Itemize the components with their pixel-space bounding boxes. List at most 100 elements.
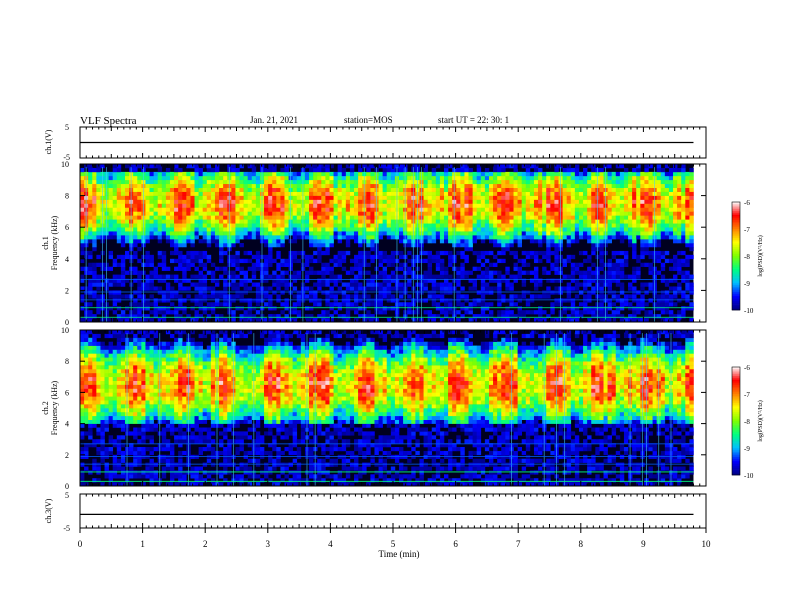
ch1-spectrogram-cell [362, 164, 367, 169]
ch1-spectrogram-cell [112, 231, 118, 236]
ch1-spectrogram-cell [358, 211, 363, 216]
ch1-spectrogram-cell [210, 223, 216, 228]
ch1-spectrogram-cell [88, 211, 93, 216]
ch1-spectrogram-cell [591, 314, 596, 319]
ch1-spectrogram-cell [96, 274, 101, 279]
ch1-spectrogram-cell [186, 266, 191, 271]
ch1-spectrogram-cell [227, 164, 232, 169]
ch1-spectrogram-cell [493, 235, 498, 240]
ch1-spectrogram-cell [476, 231, 482, 236]
ch1-spectrogram-cell [484, 290, 490, 295]
ch1-spectrogram-cell [578, 199, 584, 204]
ch1-spectrogram-cell [231, 175, 236, 181]
ch1-spectrogram-cell [517, 298, 523, 303]
ch1-spectrogram-cell [431, 175, 437, 181]
ch1-spectrogram-cell [214, 164, 220, 169]
ch1-spectrogram-cell [149, 179, 154, 185]
ch1-spectrogram-cell [124, 306, 130, 311]
ch1-spectrogram-cell [386, 195, 392, 200]
ch1-spectrogram-cell [153, 302, 159, 307]
ch1-spectrogram-cell [480, 207, 486, 212]
ch1-spectrogram-cell [488, 223, 494, 228]
ch1-spectrogram-cell [619, 227, 625, 232]
ch1-spectrogram-cell [313, 215, 318, 220]
ch1-spectrogram-cell [480, 314, 486, 319]
ch1-spectrogram-cell [317, 231, 322, 236]
ch1-spectrogram-cell [178, 167, 183, 173]
ch1-spectrogram-cell [190, 211, 195, 216]
ch1-spectrogram-cell [251, 199, 257, 204]
station-label: station=MOS [344, 115, 393, 125]
ch1-spectrogram-cell [660, 183, 666, 188]
ch1-spectrogram-cell [566, 179, 572, 185]
ch1-spectrogram-cell [161, 298, 167, 303]
ch1-spectrogram-cell [206, 223, 212, 228]
ch1-spectrogram-cell [390, 215, 396, 220]
ch1-spectrogram-cell [538, 179, 543, 185]
ch1-spectrogram-cell [198, 183, 203, 188]
ch1-spectrogram-cell [636, 211, 641, 216]
ch1-spectrogram-cell [668, 286, 674, 291]
ch1-spectrogram-cell [268, 274, 273, 279]
ch1-spectrogram-cell [677, 175, 682, 181]
ch1-spectrogram-cell [202, 254, 208, 260]
ch1-spectrogram-cell [517, 314, 523, 319]
ch1-spectrogram-cell [546, 227, 551, 232]
ch1-spectrogram-cell [378, 258, 383, 264]
ch1-spectrogram-cell [345, 191, 351, 196]
ch1-spectrogram-cell [689, 290, 694, 295]
ch1-spectrogram-cell [198, 191, 203, 196]
ch1-spectrogram-cell [554, 302, 559, 307]
ch1-spectrogram-cell [566, 290, 572, 295]
ch1-spectrogram-cell [476, 203, 482, 208]
ch1-spectrogram-cell [280, 258, 285, 264]
ch1-spectrogram-cell [546, 243, 551, 248]
ch1-spectrogram-cell [80, 195, 85, 200]
ch1-spectrogram-cell [484, 286, 490, 291]
ch1-spectrogram-cell [460, 266, 465, 271]
ch1-spectrogram-cell [313, 199, 318, 204]
ch1-spectrogram-cell [480, 239, 486, 244]
ch1-spectrogram-cell [484, 187, 490, 192]
ch1-spectrogram-cell [165, 207, 171, 212]
ch1-spectrogram-cell [247, 298, 253, 303]
ch1-spectrogram-cell [399, 171, 404, 177]
ch1-spectrogram-cell [570, 278, 576, 283]
ch1-spectrogram-cell [427, 179, 433, 185]
ch1-spectrogram-cell [161, 231, 167, 236]
ch1-spectrogram-cell [219, 207, 224, 212]
ch1-spectrogram-cell [562, 207, 567, 212]
ch1-spectrogram-cell [92, 215, 97, 220]
ch1-spectrogram-cell [169, 250, 175, 256]
ch1-spectrogram-cell [525, 298, 531, 303]
ch1-spectrogram-cell [239, 187, 244, 192]
ch1-spectrogram-cell [550, 203, 555, 208]
ch1-spectrogram-cell [546, 290, 551, 295]
ch1-spectrogram-cell [88, 199, 93, 204]
ch1-spectrogram-cell [611, 191, 617, 196]
ch1-spectrogram-cell [296, 270, 302, 275]
ch1-spectrogram-cell [570, 215, 576, 220]
ch1-spectrogram-cell [219, 294, 224, 299]
ch1-spectrogram-cell [525, 227, 531, 232]
ch1-spectrogram-cell [251, 227, 257, 232]
ch1-spectrogram-cell [435, 175, 441, 181]
ch1-spectrogram-cell [656, 167, 662, 173]
ch1-spectrogram-cell [206, 191, 212, 196]
ch1-spectrogram-cell [468, 187, 473, 192]
ch1-spectrogram-cell [92, 219, 97, 224]
ch1-spectrogram-cell [599, 223, 604, 228]
ch1-spectrogram-cell [673, 278, 678, 283]
ch1-spectrogram-cell [145, 211, 150, 216]
ch1-spectrogram-cell [251, 183, 257, 188]
ch1-spectrogram-cell [88, 294, 93, 299]
ch1-spectrogram-cell [145, 278, 150, 283]
ch1-spectrogram-cell [280, 167, 285, 173]
ch1-spectrogram-cell [333, 310, 338, 315]
ch1-spectrogram-cell [329, 302, 334, 307]
ch1-spectrogram-cell [349, 171, 355, 177]
ch1-spectrogram-cell [276, 215, 281, 220]
ch1-spectrogram-cell [386, 171, 392, 177]
ch1-spectrogram-cell [116, 175, 122, 181]
ch1-spectrogram-cell [644, 179, 649, 185]
